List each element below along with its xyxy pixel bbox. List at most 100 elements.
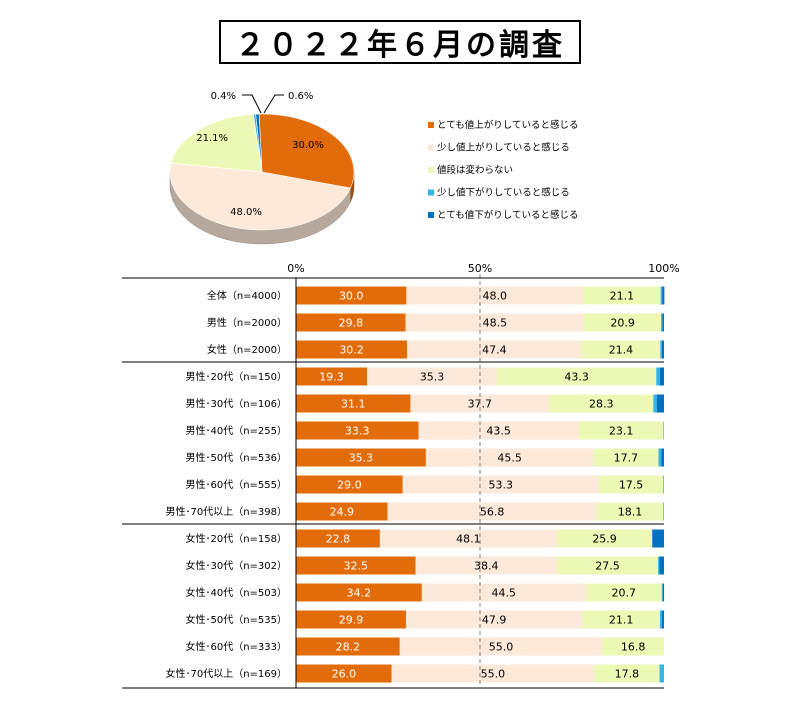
- bar-segment: [418, 421, 579, 440]
- data-label: 30.0: [339, 290, 364, 303]
- bar-segment: [581, 340, 661, 359]
- bar-segment: [593, 448, 659, 467]
- bar-segment: [657, 394, 664, 413]
- data-label: 47.4: [482, 344, 507, 357]
- bar-segment: [584, 313, 662, 332]
- bar-segment: [367, 367, 497, 386]
- data-label: 28.2: [336, 641, 361, 654]
- pie-slice: [170, 113, 263, 173]
- bar-segment: [660, 340, 662, 359]
- bar-segment: [296, 340, 408, 359]
- category-label: 女性･70代以上（n=169）: [165, 667, 287, 680]
- legend-label: とても値上がりしていると感じる: [437, 119, 578, 131]
- bar-segment: [661, 313, 663, 332]
- pie-slice: [255, 113, 263, 173]
- bar-segment: [660, 286, 663, 305]
- axis-tick-label: 0%: [287, 262, 304, 275]
- data-label: 30.2: [339, 344, 364, 357]
- bar-segment: [496, 367, 657, 386]
- bar-segment: [379, 529, 557, 548]
- data-label: 23.1: [609, 425, 634, 438]
- data-label: 56.8: [480, 506, 505, 519]
- bar-segment: [585, 583, 662, 602]
- legend-swatch: [428, 212, 434, 218]
- data-label: 55.0: [489, 641, 514, 654]
- bar-segment: [296, 475, 403, 494]
- bar-segment: [296, 556, 416, 575]
- legend-swatch: [428, 144, 434, 151]
- data-label: 21.1: [609, 614, 634, 627]
- bar-segment: [659, 367, 664, 386]
- bar-segment: [296, 313, 406, 332]
- bar-segment: [399, 637, 603, 656]
- bar-segment: [661, 448, 664, 467]
- bar-segment: [415, 556, 557, 575]
- legend-swatch: [428, 189, 434, 196]
- category-label: 男性･50代（n=536）: [185, 451, 287, 464]
- bar-segment: [659, 664, 664, 683]
- pie-slice-label: 0.6%: [288, 91, 313, 102]
- bar-segment: [663, 502, 664, 521]
- pie-slice-label: 48.0%: [230, 207, 262, 218]
- bar-segment: [296, 664, 392, 683]
- legend-swatch: [428, 167, 434, 173]
- bar-segment: [296, 610, 407, 629]
- data-label: 48.1: [456, 533, 481, 546]
- data-label: 34.2: [347, 587, 372, 600]
- bar-segment: [594, 664, 660, 683]
- bar-segment: [652, 529, 664, 548]
- data-label: 20.7: [611, 587, 636, 600]
- legend-label: とても値下がりしていると感じる: [437, 209, 578, 221]
- bar-segment: [296, 448, 426, 467]
- bar-segment: [662, 313, 664, 332]
- data-label: 45.5: [497, 452, 522, 465]
- chart-title: ２０２２年６月の調査: [235, 28, 565, 63]
- pie-leader-line: [242, 94, 262, 114]
- bar-segment: [406, 286, 584, 305]
- bar-segment: [659, 610, 662, 629]
- bar-segment: [556, 556, 659, 575]
- data-label: 35.3: [349, 452, 374, 465]
- data-label: 48.5: [483, 317, 508, 330]
- data-label: 43.3: [564, 371, 589, 384]
- legend-label: 少し値上がりしていると感じる: [437, 142, 570, 154]
- bar-segment: [391, 664, 595, 683]
- bar-segment: [578, 421, 664, 440]
- bar-segment: [421, 583, 586, 602]
- bar-segment: [661, 340, 664, 359]
- bar-segment: [296, 367, 368, 386]
- bar-segment: [549, 394, 654, 413]
- category-label: 男性･60代（n=555）: [185, 478, 287, 491]
- bar-segment: [296, 637, 400, 656]
- data-label: 22.8: [326, 533, 351, 546]
- data-label: 18.1: [618, 506, 643, 519]
- category-label: 男性･20代（n=150）: [185, 370, 287, 383]
- legend-swatch: [428, 122, 434, 128]
- bar-segment: [405, 313, 585, 332]
- bar-segment: [387, 502, 597, 521]
- bar-segment: [598, 475, 664, 494]
- pie-slice-label: 30.0%: [292, 140, 324, 151]
- category-label: 男性･40代（n=255）: [185, 424, 287, 437]
- bar-segment: [425, 448, 594, 467]
- bar-segment: [656, 367, 660, 386]
- bar-segment: [407, 340, 582, 359]
- bar-segment: [583, 286, 661, 305]
- axis-tick-label: 100%: [648, 262, 679, 275]
- bar-segment: [406, 610, 583, 629]
- bar-segment: [296, 583, 422, 602]
- bar-segment: [662, 286, 665, 305]
- data-label: 17.8: [615, 668, 640, 681]
- pie-leader-line: [263, 94, 284, 114]
- axis-tick-label: 50%: [468, 262, 492, 275]
- data-label: 21.4: [609, 344, 634, 357]
- bar-segment: [659, 556, 664, 575]
- data-label: 55.0: [481, 668, 506, 681]
- data-label: 43.5: [486, 425, 511, 438]
- data-label: 17.5: [619, 479, 644, 492]
- bar-segment: [663, 475, 664, 494]
- pie-slice-label: 0.4%: [211, 91, 236, 102]
- bar-segment: [582, 610, 660, 629]
- bar-segment: [658, 556, 660, 575]
- category-label: 女性･50代（n=535）: [185, 613, 287, 626]
